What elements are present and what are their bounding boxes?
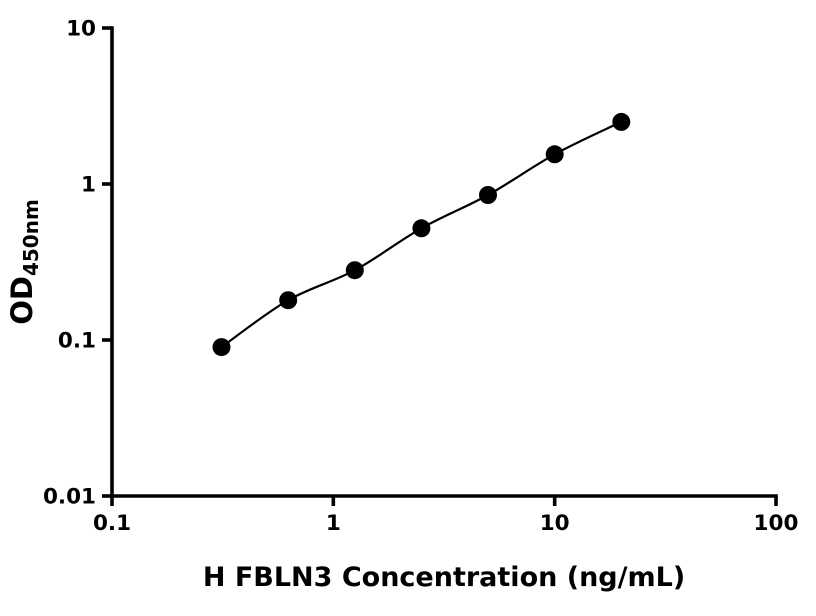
data-point	[612, 112, 631, 131]
y-axis-title-subscript: 450nm	[19, 199, 43, 276]
x-axis-title: H FBLN3 Concentration (ng/mL)	[203, 562, 685, 593]
y-tick-label: 0.1	[58, 329, 96, 354]
data-point	[212, 338, 231, 357]
data-point	[545, 145, 564, 164]
data-point	[412, 219, 431, 238]
x-tick-label: 1	[326, 511, 341, 536]
y-tick-label: 0.01	[43, 485, 96, 510]
y-axis-title: OD450nm	[5, 199, 43, 325]
data-point	[479, 186, 497, 204]
data-point	[279, 291, 298, 310]
x-tick-label: 10	[540, 511, 570, 536]
x-tick-label: 0.1	[93, 511, 131, 536]
data-point	[345, 261, 364, 280]
y-tick-label: 1	[81, 173, 96, 198]
y-tick-label: 10	[66, 17, 96, 42]
y-axis-title-main: OD	[5, 276, 39, 325]
x-tick-label: 100	[754, 511, 799, 536]
